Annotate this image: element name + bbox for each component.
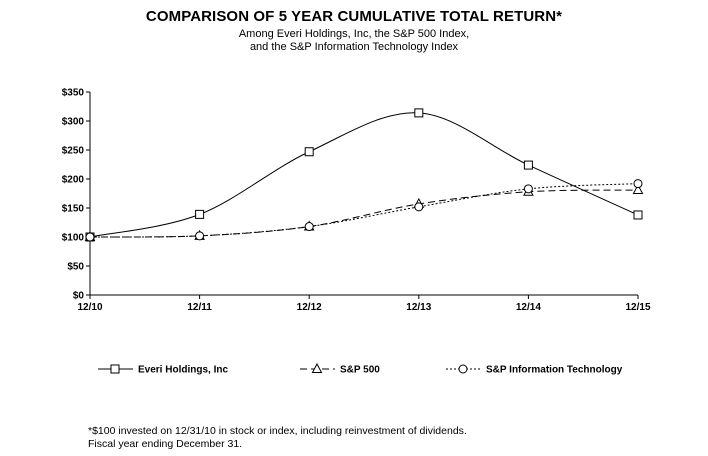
legend-label-sp-it: S&P Information Technology	[486, 365, 623, 376]
data-point-sp-it	[523, 184, 533, 194]
y-tick-label: $350	[62, 88, 85, 99]
data-point-everi	[414, 108, 424, 118]
x-tick-label: 12/12	[297, 302, 322, 313]
series-line-everi	[89, 112, 639, 238]
data-point-sp500	[632, 183, 644, 195]
footnote-line-1: *$100 invested on 12/31/10 in stock or i…	[88, 425, 467, 437]
chart-subtitle-line-2: and the S&P Information Technology Index	[249, 41, 459, 53]
series-everi	[85, 108, 643, 242]
legend-marker-everi	[110, 364, 120, 374]
x-tick-label: 12/14	[516, 302, 541, 313]
y-tick-label: $100	[62, 233, 85, 244]
chart-series	[84, 108, 644, 242]
data-point-everi	[633, 210, 643, 220]
y-tick-label: $200	[62, 175, 85, 186]
x-tick-label: 12/15	[625, 302, 650, 313]
y-tick-label: $0	[73, 291, 85, 302]
legend-label-sp500: S&P 500	[340, 365, 380, 376]
series-sp500	[84, 183, 644, 241]
data-point-everi	[195, 209, 205, 219]
x-tick-label: 12/11	[187, 302, 212, 313]
data-point-everi	[523, 160, 533, 170]
legend-label-everi: Everi Holdings, Inc	[138, 365, 228, 376]
y-tick-label: $150	[62, 204, 85, 215]
y-tick-label: $250	[62, 146, 85, 157]
chart-legend: Everi Holdings, Inc S&P 500 S&P Informatio…	[98, 362, 623, 376]
data-point-sp-it	[633, 179, 643, 189]
data-point-sp-it	[304, 222, 314, 232]
series-sp-it	[85, 179, 643, 242]
data-point-sp-it	[85, 232, 95, 242]
data-point-everi	[304, 147, 314, 157]
chart-title: COMPARISON OF 5 YEAR CUMULATIVE TOTAL RE…	[145, 8, 563, 25]
x-tick-label: 12/10	[77, 302, 102, 313]
legend-marker-sp500	[311, 362, 323, 373]
data-point-sp-it	[414, 202, 424, 212]
data-point-sp-it	[195, 231, 205, 241]
chart-axes: $0 $50 $100 $150 $200 $250 $300 $350 12/10 12/11 1…	[62, 88, 651, 314]
footnote-line-2: Fiscal year ending December 31.	[88, 438, 243, 450]
x-tick-label: 12/13	[406, 302, 431, 313]
legend-marker-sp-it	[458, 364, 468, 374]
y-tick-label: $50	[67, 262, 84, 273]
y-tick-label: $300	[62, 117, 85, 128]
chart-subtitle-line-1: Among Everi Holdings, Inc, the S&P 500 I…	[238, 28, 470, 40]
series-line-sp500	[89, 189, 639, 238]
series-line-sp-it	[89, 183, 639, 238]
